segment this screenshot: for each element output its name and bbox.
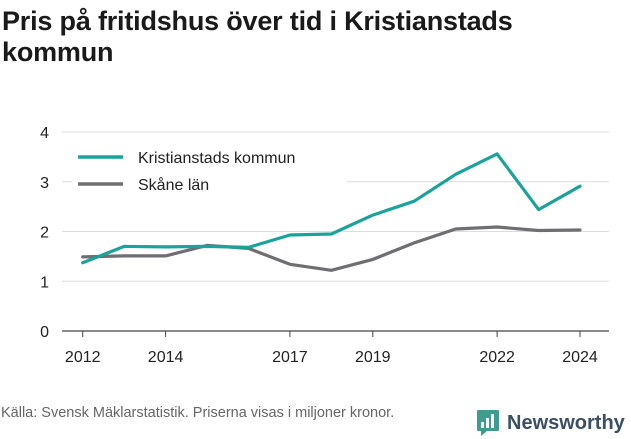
x-tick-label: 2022	[479, 349, 515, 366]
y-tick-label: 1	[40, 274, 49, 291]
y-tick-label: 4	[40, 125, 49, 142]
newsworthy-logo-icon	[477, 410, 499, 436]
brand-name: Newsworthy	[507, 411, 625, 434]
brand-logo[interactable]: Newsworthy	[476, 408, 625, 438]
legend-background	[72, 141, 347, 201]
x-axis: 2012 2014 2017 2019 2022 2024	[65, 331, 598, 366]
series-line-1	[81, 225, 582, 272]
legend-label: Kristianstads kommun	[138, 150, 295, 167]
legend: Kristianstads kommun Skåne län	[72, 141, 347, 201]
y-tick-label: 0	[40, 324, 49, 341]
source-note: Källa: Svensk Mäklarstatistik. Priserna …	[1, 405, 395, 421]
series-line-0	[81, 152, 582, 265]
chart-title: Pris på fritidshus över tid i Kristianst…	[2, 6, 513, 67]
x-tick-label: 2012	[65, 349, 101, 366]
y-tick-label: 3	[40, 175, 49, 192]
series-lines	[81, 152, 582, 272]
y-axis: 0 1 2 3 4	[40, 125, 49, 341]
line-chart: 2012 2014 2017 2019 2022 2024 0 1 2 3 4 Kristians…	[40, 125, 609, 366]
legend-label: Skåne län	[138, 176, 209, 194]
x-tick-label: 2024	[562, 349, 598, 366]
x-tick-label: 2017	[272, 349, 308, 366]
y-tick-label: 2	[40, 225, 49, 242]
x-tick-label: 2019	[355, 349, 391, 366]
x-tick-label: 2014	[148, 349, 184, 366]
